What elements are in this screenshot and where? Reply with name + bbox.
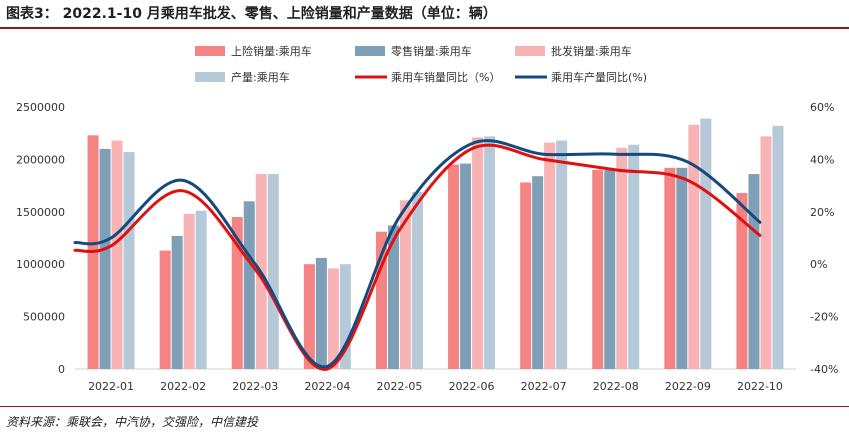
bar-0-6 (520, 182, 532, 369)
footer-divider (0, 406, 849, 407)
bar-2-5 (472, 137, 484, 369)
bar-1-3 (315, 257, 327, 369)
x-tick-label-1: 2022-02 (160, 380, 206, 393)
line-series-4 (73, 143, 762, 371)
x-tick-label-0: 2022-01 (88, 380, 134, 393)
left-tick-label-3: 1500000 (16, 206, 65, 219)
chart-legend: 上险销量:乘用车 零售销量:乘用车 批发销量:乘用车产量:乘用车 乘用车销量同比（%）… (195, 44, 647, 84)
bar-3-5 (484, 136, 496, 369)
bar-0-1 (159, 250, 171, 369)
bar-0-2 (231, 217, 243, 369)
bar-1-0 (99, 148, 111, 369)
chart-bars (87, 118, 784, 369)
bar-3-8 (700, 118, 712, 369)
bar-3-4 (411, 191, 423, 369)
bar-1-9 (748, 174, 760, 369)
bar-1-4 (387, 225, 399, 369)
left-tick-label-5: 2500000 (16, 101, 65, 114)
bar-1-1 (171, 235, 183, 369)
figure-title: 图表3： 2022.1-10 月乘用车批发、零售、上险销量和产量数据（单位：辆） (6, 6, 497, 22)
right-tick-label-2: 0% (810, 258, 827, 271)
bar-2-8 (688, 124, 700, 369)
right-tick-label-1: -20% (810, 311, 838, 324)
legend-label-3: 产量:乘用车 (231, 70, 290, 84)
legend-swatch-1 (355, 46, 385, 56)
chart-lines (73, 139, 762, 371)
bar-1-2 (243, 201, 255, 369)
bar-3-3 (339, 264, 351, 369)
bar-2-7 (616, 147, 628, 369)
right-tick-label-0: -40% (810, 363, 838, 376)
x-tick-label-8: 2022-09 (665, 380, 711, 393)
x-tick-label-4: 2022-05 (376, 380, 422, 393)
legend-label-5: 乘用车产量同比(%) (551, 70, 647, 84)
left-tick-label-0: 0 (58, 363, 65, 376)
legend-label-4: 乘用车销量同比（%） (391, 70, 500, 84)
left-tick-label-2: 1000000 (16, 258, 65, 271)
bar-1-8 (676, 167, 688, 369)
legend-label-2: 批发销量:乘用车 (551, 44, 632, 58)
right-tick-label-5: 60% (810, 101, 834, 114)
left-tick-label-1: 500000 (23, 311, 65, 324)
bar-3-2 (267, 174, 279, 369)
x-tick-label-9: 2022-10 (737, 380, 783, 393)
bar-0-8 (664, 167, 676, 369)
title-divider (0, 27, 849, 29)
bar-0-5 (448, 164, 460, 369)
legend-label-0: 上险销量:乘用车 (231, 44, 312, 58)
source-note: 资料来源：乘联会，中汽协，交强险，中信建投 (6, 415, 259, 429)
bar-3-0 (123, 152, 135, 369)
legend-label-1: 零售销量:乘用车 (391, 44, 472, 58)
bar-2-9 (760, 136, 772, 369)
x-tick-label-2: 2022-03 (232, 380, 278, 393)
right-tick-label-4: 40% (810, 153, 834, 166)
bar-1-6 (532, 176, 544, 369)
bar-2-1 (183, 213, 195, 369)
bar-2-6 (544, 142, 556, 369)
right-tick-label-3: 20% (810, 206, 834, 219)
x-tick-label-6: 2022-07 (521, 380, 567, 393)
bar-3-7 (628, 144, 640, 369)
bar-1-5 (460, 163, 472, 369)
legend-swatch-2 (515, 46, 545, 56)
x-tick-label-7: 2022-08 (593, 380, 639, 393)
x-tick-label-3: 2022-04 (304, 380, 350, 393)
legend-swatch-0 (195, 46, 225, 56)
bar-3-9 (772, 125, 784, 369)
bar-0-9 (736, 192, 748, 369)
bar-2-3 (327, 268, 339, 369)
legend-swatch-3 (195, 72, 225, 82)
bar-0-4 (375, 231, 387, 369)
left-tick-label-4: 2000000 (16, 153, 65, 166)
figure-title-bar: 图表3： 2022.1-10 月乘用车批发、零售、上险销量和产量数据（单位：辆） (0, 0, 849, 26)
bar-0-7 (592, 169, 604, 369)
bar-2-4 (399, 200, 411, 369)
bar-3-6 (556, 140, 568, 369)
chart: 上险销量:乘用车 零售销量:乘用车 批发销量:乘用车产量:乘用车 乘用车销量同比（%）… (16, 44, 838, 393)
bar-0-3 (303, 264, 315, 369)
x-tick-label-5: 2022-06 (449, 380, 495, 393)
bar-1-7 (604, 169, 616, 369)
line-series-5 (73, 139, 762, 369)
chart-axes: 0 500000 1000000 1500000 2000000 2500000 -40% -… (16, 101, 838, 393)
bar-2-0 (111, 140, 123, 369)
bar-3-1 (195, 210, 207, 369)
